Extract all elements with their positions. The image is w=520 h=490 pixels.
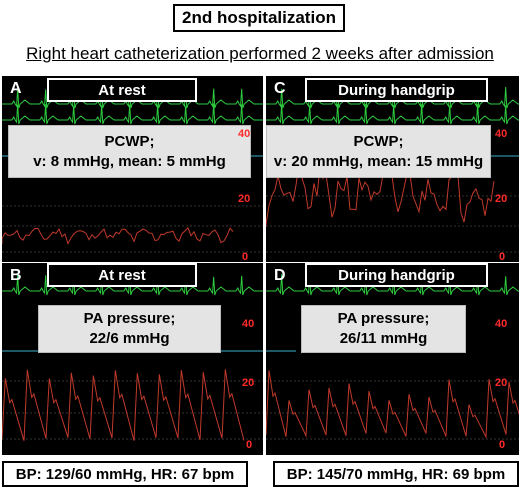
pressure-trace	[266, 370, 519, 439]
footer-bp-right: BP: 145/70 mmHg, HR: 69 bpm	[273, 461, 519, 487]
panel-c-letter: C	[274, 80, 286, 97]
panel-c: C During handgrip PCWP; v: 20 mmHg, mean…	[266, 76, 519, 262]
panel-a-scale-0: 0	[242, 251, 249, 262]
panel-d-traces	[266, 274, 519, 440]
panel-c-pcwp-label: PCWP; v: 20 mmHg, mean: 15 mmHg	[266, 125, 491, 178]
panel-d-letter: D	[274, 267, 286, 284]
panel-a-condition: At rest	[47, 78, 197, 102]
figure-subtitle: Right heart catheterization performed 2 …	[26, 44, 494, 63]
panel-d-label-line1: PA pressure;	[337, 310, 430, 327]
panel-c-scale-0: 0	[499, 251, 506, 262]
panel-b-label-line1: PA pressure;	[83, 310, 176, 327]
panel-b-scale-40: 40	[242, 318, 255, 330]
panel-c-scale-40: 40	[495, 128, 508, 140]
ecg-trace	[266, 103, 519, 125]
panel-a: A At rest PCWP; v: 8 mmHg, mean: 5 mmHg …	[2, 76, 263, 262]
panel-b-letter: B	[10, 267, 22, 284]
panel-a-scale-20: 20	[238, 193, 251, 205]
panel-d-scale-20: 20	[495, 377, 508, 389]
panel-a-letter: A	[10, 80, 22, 97]
pressure-trace	[2, 227, 234, 245]
footer-bp-left: BP: 129/60 mmHg, HR: 67 bpm	[2, 461, 248, 487]
ecg-trace	[2, 103, 263, 125]
panel-b-label-line2: 22/6 mmHg	[89, 330, 170, 347]
panel-b-scale-20: 20	[242, 377, 255, 389]
panel-d-pa-label: PA pressure; 26/11 mmHg	[301, 305, 466, 353]
panel-c-label-line2: v: 20 mmHg, mean: 15 mmHg	[273, 152, 484, 170]
panel-d-condition: During handgrip	[305, 263, 488, 287]
panel-a-label-line1: PCWP;	[104, 132, 155, 150]
ecg-trace	[266, 274, 519, 296]
panel-b-scale-0: 0	[246, 439, 253, 451]
figure-title: 2nd hospitalization	[173, 4, 345, 32]
panel-a-label-line2: v: 8 mmHg, mean: 5 mmHg	[33, 152, 226, 170]
panel-b-pa-label: PA pressure; 22/6 mmHg	[38, 305, 221, 353]
panel-d-scale-40: 40	[495, 318, 508, 330]
panel-b-traces	[2, 274, 263, 441]
panel-c-scale-20: 20	[495, 193, 508, 205]
pressure-trace	[2, 369, 245, 441]
panel-a-scale-40: 40	[238, 128, 251, 140]
panel-a-pcwp-label: PCWP; v: 8 mmHg, mean: 5 mmHg	[8, 125, 251, 178]
ecg-trace	[266, 87, 519, 109]
ecg-trace	[2, 274, 263, 296]
ecg-trace	[2, 87, 263, 109]
panel-d-scale-0: 0	[499, 439, 506, 451]
panel-b: B At rest PA pressure; 22/6 mmHg 40 20 0	[2, 263, 263, 455]
panel-d: D During handgrip PA pressure; 26/11 mmH…	[266, 263, 519, 455]
panel-b-condition: At rest	[47, 263, 197, 287]
panel-c-label-line1: PCWP;	[353, 132, 404, 150]
panel-c-condition: During handgrip	[305, 78, 488, 102]
panel-d-label-line2: 26/11 mmHg	[339, 330, 428, 347]
